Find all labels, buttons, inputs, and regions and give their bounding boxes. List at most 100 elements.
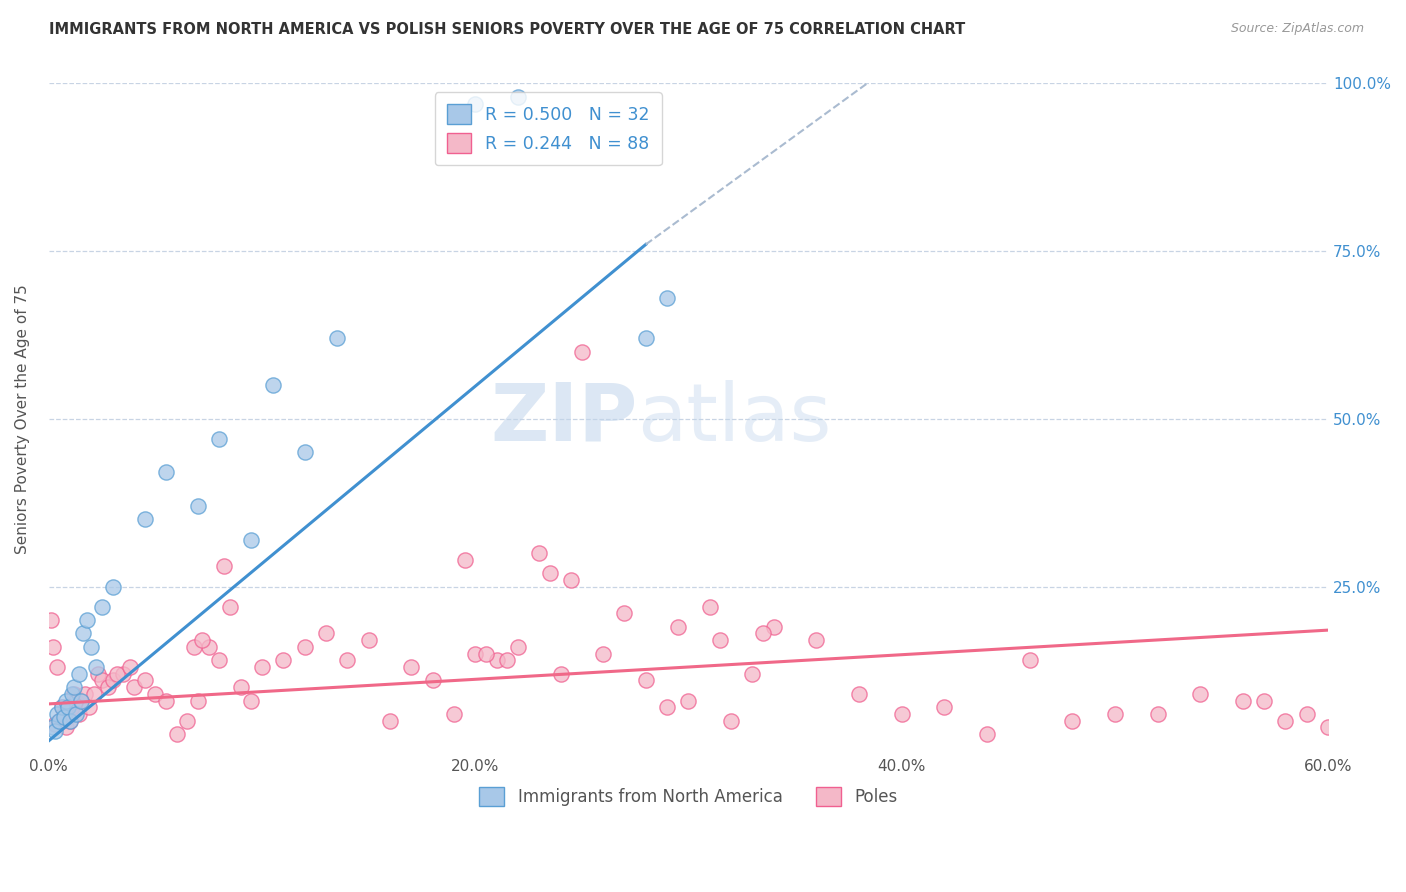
Point: [613, 607, 636, 621]
Point: [134, 673, 156, 688]
Point: [240, 533, 263, 547]
Point: [422, 673, 444, 688]
Point: [294, 445, 316, 459]
Point: [453, 552, 475, 566]
Point: [60, 687, 83, 701]
Point: [550, 666, 572, 681]
Point: [560, 573, 582, 587]
Point: [741, 666, 763, 681]
Point: [69, 693, 91, 707]
Point: [1146, 706, 1168, 721]
Point: [197, 640, 219, 654]
Point: [183, 640, 205, 654]
Point: [52, 706, 75, 721]
Point: [87, 666, 110, 681]
Point: [55, 720, 77, 734]
Point: [91, 599, 114, 614]
Point: [69, 693, 91, 707]
Point: [678, 693, 700, 707]
Point: [538, 566, 561, 580]
Point: [51, 700, 73, 714]
Point: [97, 680, 120, 694]
Point: [1295, 706, 1317, 721]
Point: [73, 687, 96, 701]
Point: [112, 666, 135, 681]
Point: [72, 626, 94, 640]
Point: [634, 331, 657, 345]
Point: [1274, 714, 1296, 728]
Point: [666, 620, 689, 634]
Point: [59, 714, 82, 728]
Point: [709, 633, 731, 648]
Point: [527, 546, 550, 560]
Point: [634, 673, 657, 688]
Text: Source: ZipAtlas.com: Source: ZipAtlas.com: [1230, 22, 1364, 36]
Point: [145, 687, 167, 701]
Point: [187, 693, 209, 707]
Point: [77, 700, 100, 714]
Point: [56, 700, 79, 714]
Point: [59, 714, 82, 728]
Point: [60, 700, 83, 714]
Point: [56, 700, 79, 714]
Point: [762, 620, 785, 634]
Point: [42, 640, 65, 654]
Point: [48, 714, 70, 728]
Point: [592, 647, 614, 661]
Point: [315, 626, 337, 640]
Point: [105, 666, 128, 681]
Point: [46, 660, 69, 674]
Point: [63, 687, 86, 701]
Point: [464, 96, 486, 111]
Point: [443, 706, 465, 721]
Point: [485, 653, 508, 667]
Point: [655, 291, 678, 305]
Text: ZIP: ZIP: [491, 380, 637, 458]
Text: IMMIGRANTS FROM NORTH AMERICA VS POLISH SENIORS POVERTY OVER THE AGE OF 75 CORRE: IMMIGRANTS FROM NORTH AMERICA VS POLISH …: [49, 22, 966, 37]
Point: [44, 717, 66, 731]
Point: [890, 706, 912, 721]
Point: [1018, 653, 1040, 667]
Point: [378, 714, 401, 728]
Point: [191, 633, 214, 648]
Point: [1317, 720, 1340, 734]
Point: [122, 680, 145, 694]
Point: [325, 331, 347, 345]
Point: [294, 640, 316, 654]
Point: [42, 720, 65, 734]
Point: [91, 673, 114, 688]
Point: [44, 723, 66, 738]
Point: [39, 613, 62, 627]
Point: [357, 633, 380, 648]
Point: [67, 706, 90, 721]
Point: [208, 653, 231, 667]
Point: [52, 710, 75, 724]
Point: [399, 660, 422, 674]
Point: [699, 599, 721, 614]
Point: [720, 714, 742, 728]
Point: [1062, 714, 1084, 728]
Point: [155, 693, 177, 707]
Point: [1253, 693, 1275, 707]
Point: [166, 727, 188, 741]
Legend: Immigrants from North America, Poles: Immigrants from North America, Poles: [472, 780, 904, 813]
Point: [571, 344, 593, 359]
Point: [51, 700, 73, 714]
Point: [118, 660, 141, 674]
Point: [240, 693, 263, 707]
Point: [176, 714, 198, 728]
Point: [464, 647, 486, 661]
Point: [506, 640, 529, 654]
Point: [262, 378, 284, 392]
Point: [76, 613, 98, 627]
Point: [1232, 693, 1254, 707]
Point: [84, 660, 107, 674]
Point: [934, 700, 956, 714]
Point: [65, 693, 87, 707]
Point: [83, 687, 105, 701]
Point: [208, 432, 231, 446]
Point: [655, 700, 678, 714]
Text: atlas: atlas: [637, 380, 831, 458]
Point: [55, 693, 77, 707]
Point: [848, 687, 870, 701]
